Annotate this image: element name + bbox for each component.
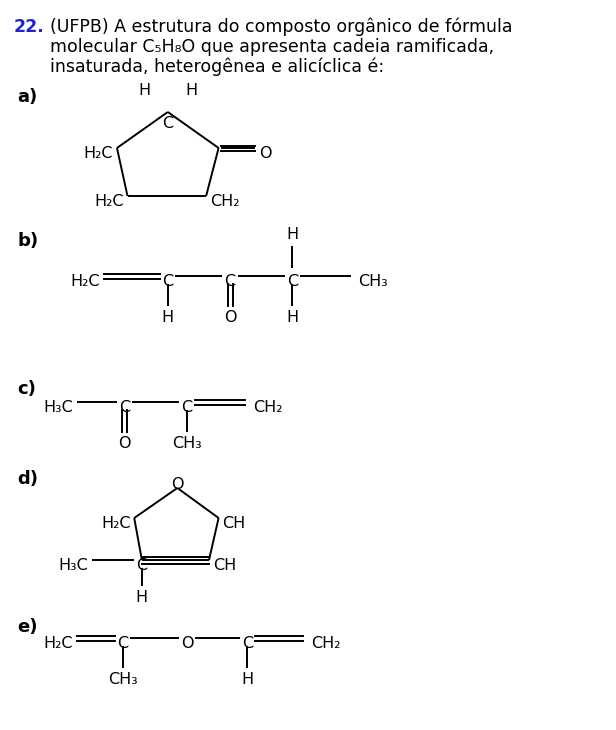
- Text: H₂C: H₂C: [43, 636, 73, 650]
- Text: CH: CH: [222, 515, 246, 531]
- Text: CH₂: CH₂: [310, 636, 340, 650]
- Text: H₂C: H₂C: [70, 274, 100, 288]
- Text: CH₂: CH₂: [253, 399, 283, 415]
- Text: 22.: 22.: [14, 18, 44, 36]
- Text: CH: CH: [213, 558, 236, 572]
- Text: O: O: [180, 636, 193, 650]
- Text: C: C: [162, 116, 173, 131]
- Text: H₃C: H₃C: [43, 399, 73, 415]
- Text: H: H: [286, 227, 299, 242]
- Text: H₂C: H₂C: [101, 515, 131, 531]
- Text: CH₃: CH₃: [108, 672, 137, 687]
- Text: d): d): [17, 470, 38, 488]
- Text: a): a): [17, 88, 38, 106]
- Text: C: C: [181, 399, 193, 415]
- Text: CH₂: CH₂: [210, 193, 240, 209]
- Text: e): e): [17, 618, 38, 636]
- Text: O: O: [224, 310, 237, 325]
- Text: C: C: [242, 636, 253, 650]
- Text: C: C: [119, 399, 130, 415]
- Text: insaturada, heterogênea e alicíclica é:: insaturada, heterogênea e alicíclica é:: [50, 58, 384, 77]
- Text: O: O: [118, 436, 131, 451]
- Text: H: H: [185, 83, 197, 98]
- Text: H₃C: H₃C: [59, 558, 88, 572]
- Text: H₂C: H₂C: [94, 193, 124, 209]
- Text: H: H: [162, 310, 174, 325]
- Text: C: C: [162, 274, 173, 288]
- Text: molecular C₅H₈O que apresenta cadeia ramificada,: molecular C₅H₈O que apresenta cadeia ram…: [50, 38, 494, 56]
- Text: C: C: [117, 636, 128, 650]
- Text: H₂C: H₂C: [84, 145, 113, 161]
- Text: H: H: [139, 83, 150, 98]
- Text: H: H: [241, 672, 253, 687]
- Text: O: O: [171, 477, 184, 492]
- Text: H: H: [136, 590, 148, 605]
- Text: CH₃: CH₃: [359, 274, 388, 288]
- Text: b): b): [17, 232, 38, 250]
- Text: CH₃: CH₃: [172, 436, 202, 451]
- Text: (UFPB) A estrutura do composto orgânico de fórmula: (UFPB) A estrutura do composto orgânico …: [50, 18, 513, 36]
- Text: C: C: [225, 274, 236, 288]
- Text: H: H: [286, 310, 299, 325]
- Text: C: C: [136, 558, 147, 572]
- Text: c): c): [17, 380, 36, 398]
- Text: C: C: [287, 274, 298, 288]
- Text: O: O: [259, 145, 272, 161]
